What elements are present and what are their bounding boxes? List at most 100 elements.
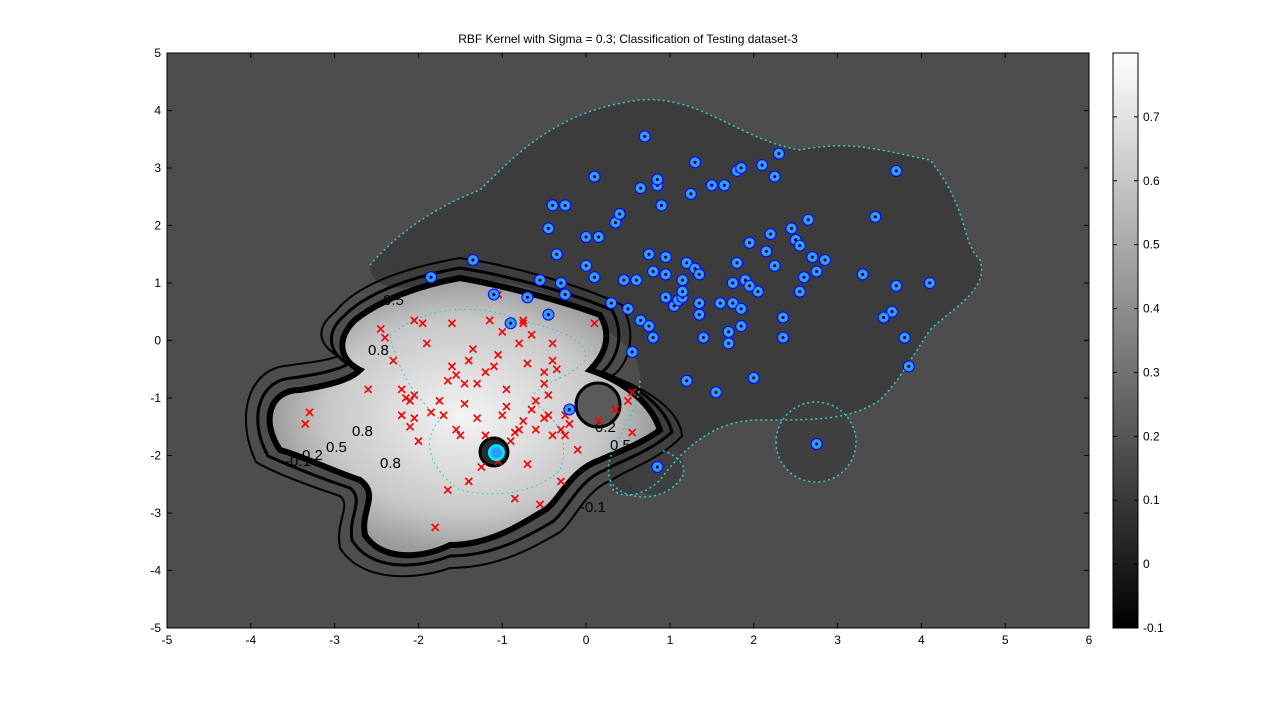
data-point-o — [559, 199, 572, 212]
x-tick-label: 0 — [583, 633, 590, 647]
data-point-x — [502, 402, 511, 411]
data-point-o — [714, 297, 727, 310]
data-point-o — [546, 199, 559, 212]
data-point-o — [626, 346, 639, 358]
data-point-o — [588, 271, 601, 284]
data-point-o — [559, 288, 572, 301]
data-point-o — [898, 331, 911, 344]
data-point-o — [533, 274, 546, 287]
data-point-o — [659, 251, 672, 264]
y-tick-label: -4 — [150, 564, 161, 578]
colorbar-tick-label: -0.1 — [1143, 621, 1164, 635]
data-point-x — [628, 428, 637, 437]
data-point-x — [397, 385, 406, 394]
data-point-o — [877, 311, 890, 324]
data-point-o — [772, 147, 785, 160]
data-point-o — [722, 337, 735, 350]
data-point-x — [380, 333, 389, 342]
data-point-o — [693, 308, 706, 321]
data-point-x — [548, 431, 557, 440]
data-point-o — [886, 305, 899, 318]
decision-field: 0.5 0.8 0.8 0.5 0.2 -0.1 0.8 0.2 0.5 -0.… — [244, 98, 983, 578]
data-point-o — [684, 187, 697, 200]
data-point-x — [544, 411, 553, 420]
data-point-o — [592, 231, 605, 243]
contour-label: 0.5 — [326, 439, 347, 456]
data-point-o — [580, 231, 593, 243]
x-axis: -5 -4 -3 -2 -1 0 1 2 3 4 5 6 — [162, 53, 1093, 647]
y-tick-label: 3 — [154, 161, 161, 175]
support-vector-highlight — [487, 444, 505, 462]
data-point-x — [535, 500, 545, 509]
data-point-o — [722, 325, 735, 338]
data-point-o — [521, 291, 534, 304]
data-point-x — [464, 356, 473, 365]
data-point-o — [487, 288, 500, 301]
data-point-x — [548, 356, 557, 365]
data-point-o — [425, 271, 438, 284]
margin-contour — [369, 98, 983, 496]
data-point-x — [502, 385, 511, 394]
data-point-o — [651, 461, 664, 473]
data-point-o — [735, 320, 748, 333]
data-point-o — [542, 308, 555, 321]
chart-title: RBF Kernel with Sigma = 0.3; Classificat… — [458, 32, 798, 46]
contour-label: 0.8 — [368, 342, 389, 359]
x-tick-label: -3 — [329, 633, 340, 647]
y-tick-label: -1 — [150, 391, 161, 405]
data-point-x — [468, 345, 478, 354]
data-point-x — [397, 411, 406, 420]
data-point-o — [693, 268, 706, 281]
y-axis: -5 -4 -3 -2 -1 0 1 2 3 4 5 — [150, 46, 1089, 635]
data-point-x — [439, 411, 448, 420]
colorbar-tick-label: 0.5 — [1143, 238, 1160, 252]
data-point-x — [611, 405, 620, 414]
data-point-x — [301, 419, 310, 428]
data-point-x — [406, 396, 415, 405]
data-point-x — [531, 425, 540, 434]
contour-label: -0.1 — [580, 499, 606, 516]
data-point-x — [544, 391, 553, 400]
colorbar-ticks: -0.1 0 0.1 0.2 0.3 0.4 0.5 0.6 0.7 — [1113, 110, 1164, 635]
data-point-o — [806, 251, 819, 264]
y-tick-label: 2 — [154, 219, 161, 233]
x-tick-label: -5 — [162, 633, 173, 647]
data-point-x — [594, 416, 603, 426]
data-point-o — [588, 170, 601, 183]
data-point-x — [464, 477, 473, 486]
data-point-x — [523, 359, 532, 368]
data-point-o — [680, 374, 693, 387]
y-tick-label: -3 — [150, 506, 161, 520]
y-tick-label: -2 — [150, 449, 161, 463]
data-point-x — [414, 437, 423, 446]
data-point-o — [726, 297, 739, 310]
data-point-o — [798, 271, 811, 284]
data-point-x — [498, 327, 507, 336]
colorbar-tick-label: 0.7 — [1143, 110, 1160, 124]
data-point-o — [642, 320, 655, 333]
data-point-o — [856, 268, 869, 281]
data-point-o — [705, 179, 718, 192]
data-point-x — [426, 408, 436, 417]
data-point-o — [647, 331, 660, 344]
y-tick-label: -5 — [150, 621, 161, 635]
data-point-x — [519, 416, 528, 426]
y-tick-label: 5 — [154, 46, 161, 60]
colorbar[interactable] — [1112, 52, 1139, 629]
contour-label: 0.8 — [380, 455, 401, 472]
data-point-o — [785, 222, 798, 235]
x-tick-label: 4 — [918, 633, 925, 647]
data-point-x — [443, 376, 452, 385]
data-point-o — [638, 130, 651, 143]
data-point-x — [552, 365, 561, 374]
data-point-x — [418, 319, 427, 328]
data-point-x — [481, 368, 490, 377]
data-point-x — [389, 356, 398, 365]
y-tick-label: 0 — [154, 334, 161, 348]
data-point-x — [628, 388, 637, 397]
data-point-o — [630, 274, 643, 287]
data-point-o — [777, 311, 790, 324]
contour-label: 0.8 — [352, 423, 373, 440]
data-point-o — [777, 331, 790, 344]
